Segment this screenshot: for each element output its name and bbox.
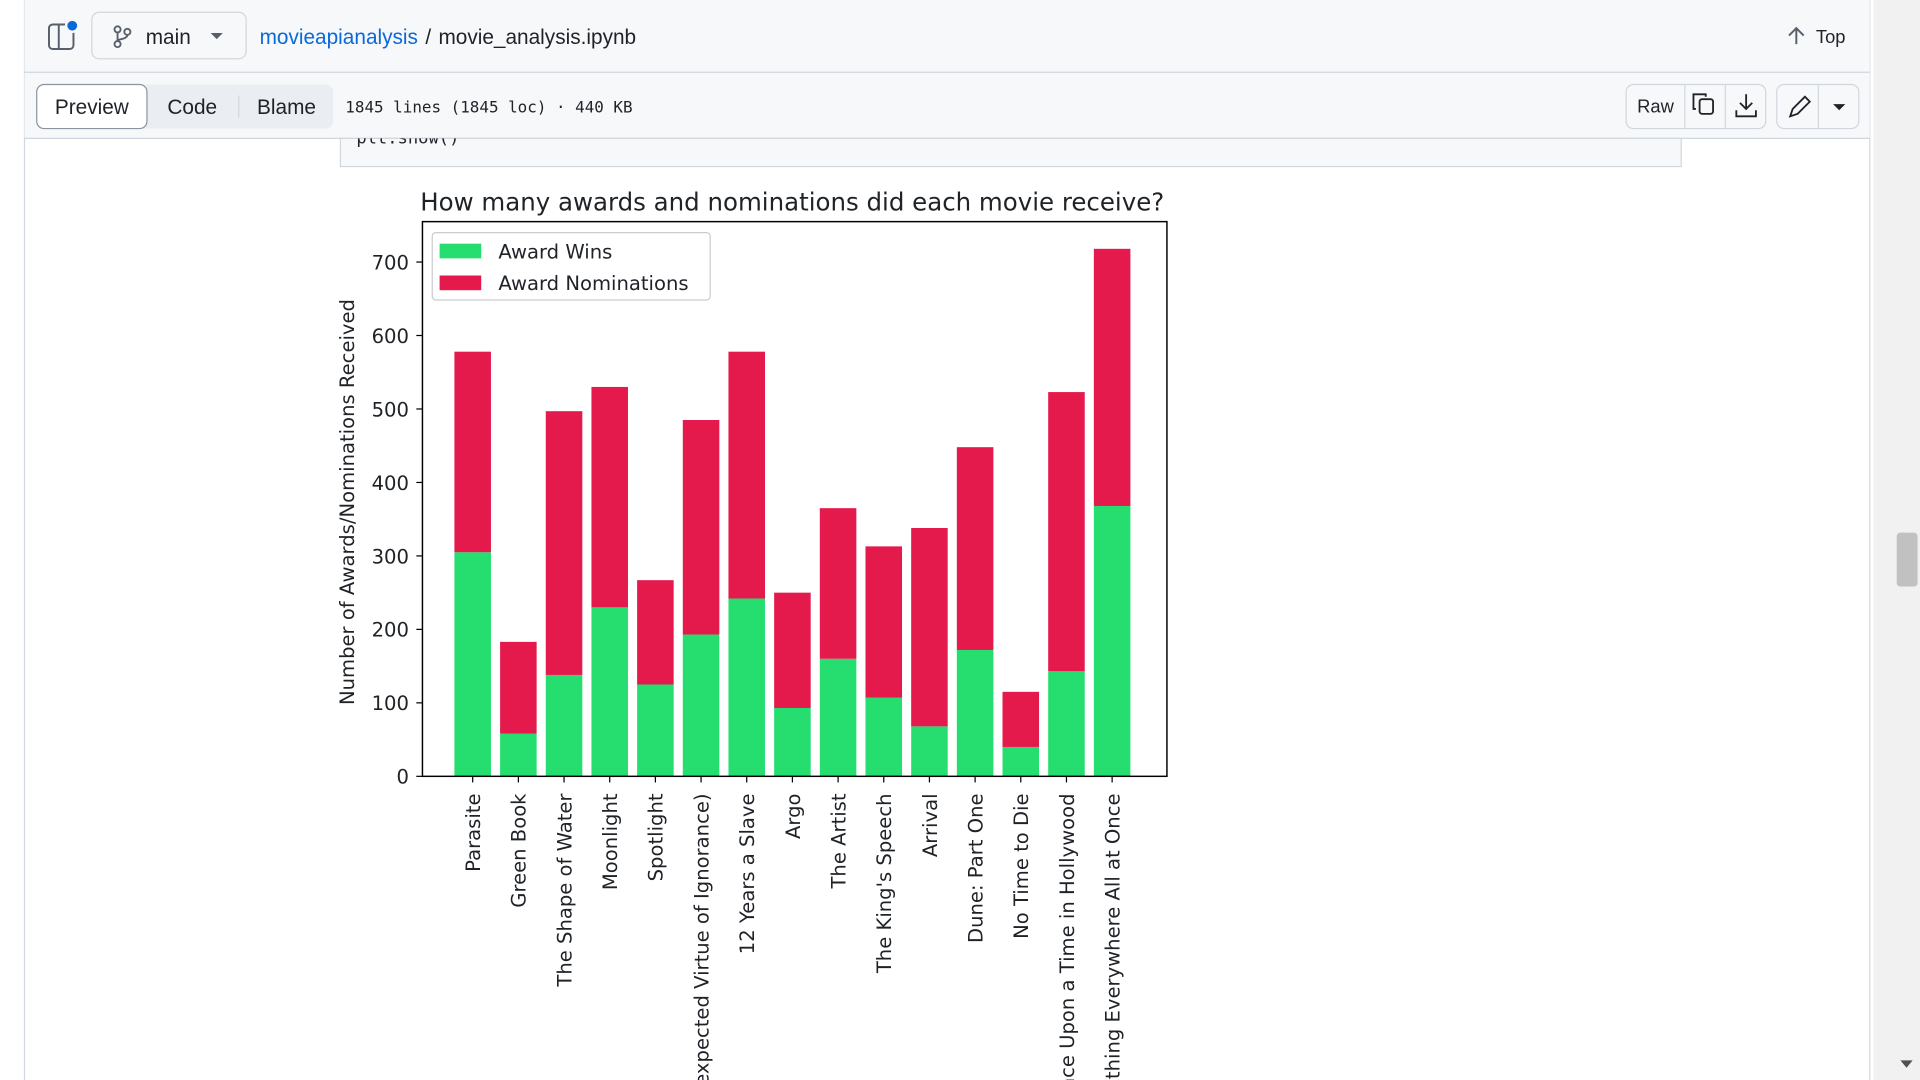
x-tick-label: Everything Everywhere All at Once: [1101, 793, 1124, 1080]
bar-segment: [591, 607, 628, 777]
bar-segment: [1093, 248, 1131, 506]
repo-link[interactable]: movieapianalysis: [260, 26, 418, 49]
x-tick-label: The Shape of Water: [553, 793, 576, 988]
y-tick-label: 200: [372, 619, 409, 642]
bar-segment: [500, 641, 537, 734]
x-tick-label: 12 Years a Slave: [736, 793, 759, 954]
x-tick-label: Spotlight: [645, 793, 668, 881]
legend-label: Award Wins: [498, 240, 612, 263]
x-tick-label: Birdman or (The Unexpected Virtue of Ign…: [690, 793, 713, 1080]
more-button[interactable]: [1833, 104, 1846, 111]
bar-segment: [682, 634, 720, 777]
bar-segment: [591, 386, 628, 608]
y-tick-label: 400: [372, 472, 409, 495]
edit-button[interactable]: [1788, 95, 1812, 118]
chart: How many awards and nominations did each…: [336, 188, 1168, 1080]
bar-segment: [454, 552, 491, 777]
bar-segment: [911, 726, 948, 777]
chart-title: How many awards and nominations did each…: [420, 188, 1164, 217]
bar-segment: [637, 580, 674, 685]
tab[interactable]: Code: [167, 96, 217, 119]
tab[interactable]: Preview: [55, 96, 130, 119]
breadcrumb: movieapianalysis / movie_analysis.ipynb: [260, 26, 637, 49]
scroll-down[interactable]: [1900, 1060, 1913, 1068]
bar-segment: [728, 598, 766, 777]
y-axis-label: Number of Awards/Nominations Received: [336, 299, 359, 705]
x-tick-label: The King's Speech: [873, 793, 896, 974]
bar-segment: [637, 684, 674, 777]
x-tick-label: The Artist: [827, 793, 850, 889]
x-tick-label: Green Book: [508, 793, 531, 908]
bar-segment: [774, 708, 811, 777]
bar-segment: [865, 697, 903, 777]
legend-swatch: [439, 275, 482, 291]
legend-box: [431, 232, 711, 301]
top-link[interactable]: Top: [1816, 26, 1846, 47]
bar-segment: [1048, 671, 1085, 777]
y-tick-label: 500: [372, 398, 409, 421]
x-tick-label: Moonlight: [599, 793, 622, 890]
bar-segment: [728, 351, 766, 599]
branch-button[interactable]: [91, 11, 247, 60]
x-tick-label: No Time to Die: [1010, 793, 1033, 938]
x-tick-label: Parasite: [462, 793, 485, 871]
x-tick-label: Dune: Part One: [964, 793, 987, 943]
y-tick-label: 300: [372, 545, 409, 568]
sidebar-toggle[interactable]: [48, 18, 80, 50]
bar-segment: [545, 674, 583, 777]
y-tick-label: 700: [372, 251, 409, 274]
copy-button[interactable]: [1692, 93, 1714, 115]
download-button[interactable]: [1735, 94, 1757, 118]
legend-swatch: [439, 243, 482, 259]
y-tick-label: 0: [397, 766, 409, 789]
bar-segment: [1002, 691, 1040, 747]
tab[interactable]: Blame: [257, 96, 316, 119]
code-text: plt.show(): [356, 128, 459, 148]
x-tick-label: Argo: [782, 793, 805, 839]
bar-segment: [1093, 505, 1131, 777]
branch-name: main: [146, 26, 191, 49]
bar-segment: [682, 420, 720, 635]
x-tick-label: Arrival: [919, 793, 942, 857]
scroll-thumb[interactable]: [1896, 532, 1918, 587]
bar-segment: [865, 546, 903, 698]
separator: /: [425, 26, 431, 49]
bar-segment: [956, 649, 994, 777]
bar-segment: [819, 658, 857, 777]
bar-segment: [454, 351, 491, 553]
bar-segment: [956, 447, 994, 650]
bar-segment: [1048, 392, 1085, 672]
x-tick-label: Once Upon a Time in Hollywood: [1056, 793, 1079, 1080]
code-cell: [339, 137, 1682, 168]
y-tick-label: 100: [372, 692, 409, 715]
tab-active[interactable]: [36, 83, 148, 130]
bar-segment: [774, 592, 811, 708]
top-icon: [1788, 26, 1805, 45]
bar-segment: [545, 411, 583, 675]
branch-icon: [113, 25, 132, 49]
button-group: [1625, 83, 1767, 130]
plot-frame: [421, 220, 1168, 778]
bar-segment: [819, 508, 857, 659]
file-info: 1845 lines (1845 loc) · 440 KB: [345, 98, 632, 117]
caret: [210, 33, 223, 40]
bar-segment: [500, 733, 537, 777]
bar-segment: [1002, 746, 1040, 777]
legend-label: Award Nominations: [498, 272, 688, 295]
file-name: movie_analysis.ipynb: [438, 26, 636, 49]
bar-segment: [911, 528, 948, 727]
raw-button[interactable]: Raw: [1637, 96, 1674, 117]
y-tick-label: 600: [372, 325, 409, 348]
